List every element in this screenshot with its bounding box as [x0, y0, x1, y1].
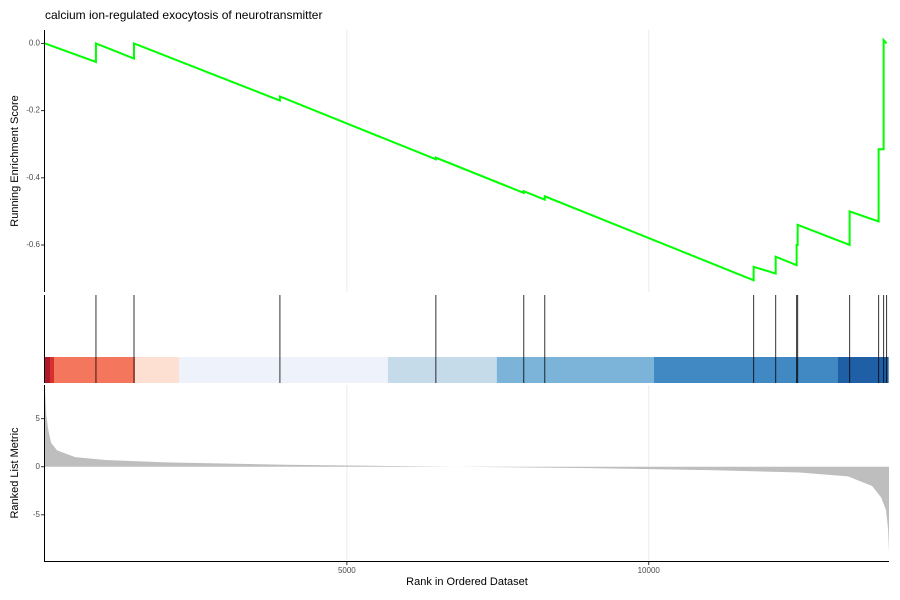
- y-tick-label: -5: [33, 510, 41, 519]
- rank-band: [53, 357, 135, 383]
- x-axis-label: Rank in Ordered Dataset: [406, 576, 528, 588]
- y-tick-label: -0.4: [26, 173, 40, 182]
- y-tick-label: 5: [36, 414, 41, 423]
- rank-band: [50, 357, 54, 383]
- rank-band: [134, 357, 179, 383]
- metric-area: [45, 389, 889, 553]
- rank-band: [387, 357, 497, 383]
- x-tick-label: 10000: [638, 566, 661, 575]
- y-axis-label: Ranked List Metric: [9, 427, 21, 519]
- y-tick-label: 0.0: [29, 39, 41, 48]
- rank-band: [45, 357, 51, 383]
- chart-title: calcium ion-regulated exocytosis of neur…: [45, 8, 322, 22]
- rank-band: [653, 357, 838, 383]
- y-axis-label: Running Enrichment Score: [9, 95, 21, 226]
- rank-band: [837, 357, 889, 383]
- rank-band: [496, 357, 654, 383]
- rank-band: [178, 357, 388, 383]
- y-tick-label: -0.6: [26, 240, 40, 249]
- y-tick-label: 0: [36, 462, 41, 471]
- y-tick-label: -0.2: [26, 106, 40, 115]
- score-line: [44, 37, 888, 282]
- x-tick-label: 5000: [338, 566, 356, 575]
